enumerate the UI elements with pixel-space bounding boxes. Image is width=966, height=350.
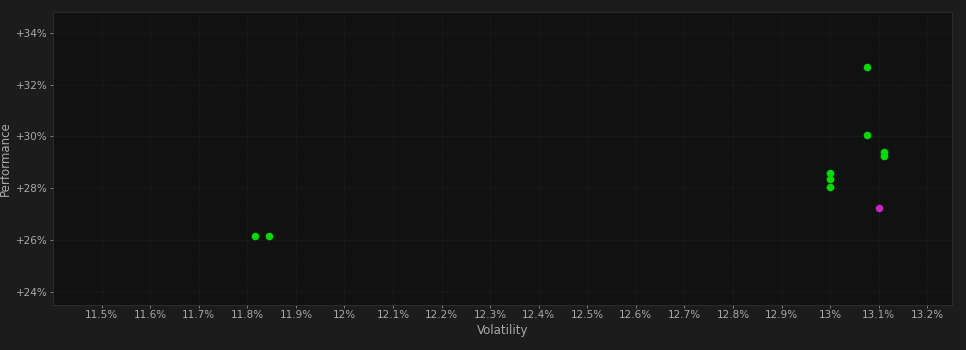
- Point: [859, 132, 874, 138]
- Point: [822, 184, 838, 190]
- Point: [247, 233, 263, 239]
- Point: [876, 149, 892, 155]
- Point: [822, 170, 838, 175]
- Point: [876, 153, 892, 159]
- Point: [822, 176, 838, 182]
- Y-axis label: Performance: Performance: [0, 121, 12, 196]
- Point: [859, 64, 874, 69]
- X-axis label: Volatility: Volatility: [476, 324, 528, 337]
- Point: [871, 205, 887, 210]
- Point: [262, 233, 277, 239]
